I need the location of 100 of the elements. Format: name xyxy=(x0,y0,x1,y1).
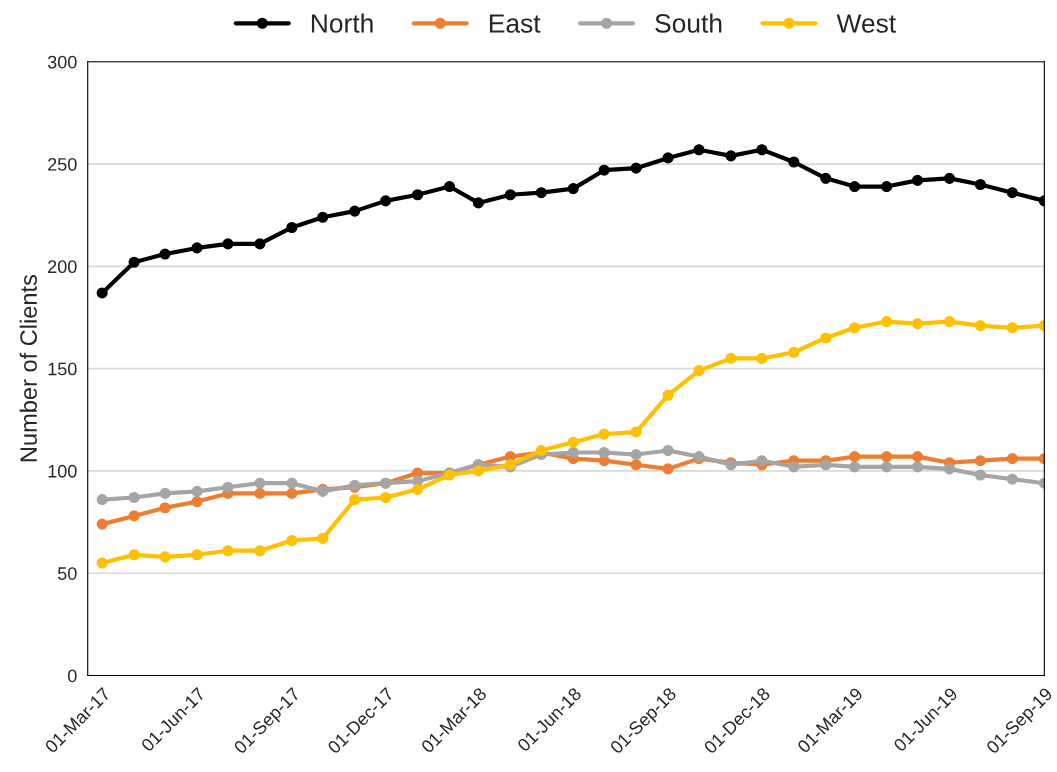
point xyxy=(222,545,234,557)
point xyxy=(943,463,956,475)
legend-label: East xyxy=(489,14,541,33)
point xyxy=(567,446,579,459)
point xyxy=(820,459,832,471)
point xyxy=(128,549,140,561)
point xyxy=(128,256,140,268)
point xyxy=(412,189,424,201)
point xyxy=(317,211,329,223)
point xyxy=(662,389,674,401)
point xyxy=(849,451,861,463)
point xyxy=(725,150,737,162)
point xyxy=(567,183,579,195)
y-tick-label: 300 xyxy=(47,55,77,69)
point xyxy=(191,549,203,561)
point xyxy=(443,180,456,193)
point xyxy=(96,494,108,506)
point xyxy=(349,205,361,217)
y-tick-label: 100 xyxy=(48,464,77,478)
point xyxy=(662,152,674,164)
point xyxy=(128,510,140,522)
point xyxy=(1006,473,1018,485)
point xyxy=(286,534,298,547)
point xyxy=(504,189,516,201)
point xyxy=(662,463,674,475)
point xyxy=(286,477,298,489)
point xyxy=(974,320,986,332)
point xyxy=(943,316,956,328)
point xyxy=(788,346,800,358)
point xyxy=(943,172,956,184)
point xyxy=(380,491,392,504)
point xyxy=(1006,453,1018,465)
point xyxy=(96,557,108,569)
point xyxy=(222,238,234,250)
point xyxy=(974,178,986,191)
y-tick-label: 50 xyxy=(57,567,77,580)
point xyxy=(254,487,266,499)
point xyxy=(911,318,924,330)
point xyxy=(412,483,424,495)
point xyxy=(881,451,893,463)
point xyxy=(567,436,579,448)
point xyxy=(254,545,266,557)
y-tick-label: 0 xyxy=(67,669,77,683)
point xyxy=(598,446,610,459)
point xyxy=(911,451,924,463)
point xyxy=(849,461,861,473)
point xyxy=(725,352,737,364)
legend-label: North xyxy=(311,13,373,33)
point xyxy=(881,461,893,473)
point xyxy=(128,491,140,504)
point xyxy=(598,428,610,440)
legend-label: South xyxy=(655,13,722,33)
point xyxy=(756,144,768,156)
point xyxy=(693,144,705,156)
point xyxy=(191,485,203,497)
point xyxy=(911,174,924,186)
point xyxy=(820,172,832,184)
point xyxy=(788,461,800,473)
point xyxy=(349,494,361,506)
point xyxy=(159,248,171,260)
point xyxy=(598,164,610,176)
y-tick-label: 200 xyxy=(48,260,77,274)
point xyxy=(159,502,171,514)
point xyxy=(756,455,768,467)
point xyxy=(756,352,768,364)
point xyxy=(472,465,484,477)
point xyxy=(881,180,893,193)
point xyxy=(630,448,642,461)
point xyxy=(1006,187,1018,199)
point xyxy=(191,496,203,508)
point xyxy=(222,481,234,493)
point xyxy=(974,469,986,481)
legend-label: West xyxy=(836,14,896,33)
point xyxy=(191,242,203,254)
point xyxy=(159,551,171,563)
point xyxy=(881,316,893,328)
point xyxy=(849,180,861,193)
point xyxy=(820,332,832,344)
point xyxy=(159,487,171,499)
point xyxy=(662,444,674,457)
point xyxy=(380,195,392,207)
y-tick-label: 150 xyxy=(48,362,77,376)
point xyxy=(254,238,266,250)
point xyxy=(535,187,547,199)
point xyxy=(630,459,642,471)
point xyxy=(788,156,800,168)
point xyxy=(286,487,298,499)
point xyxy=(96,287,108,299)
point xyxy=(96,518,108,530)
point xyxy=(472,197,484,209)
point xyxy=(911,461,924,473)
y-axis-title: Number of Clients xyxy=(19,275,37,462)
point xyxy=(849,322,861,334)
point xyxy=(254,477,266,489)
point xyxy=(317,532,329,544)
point xyxy=(630,426,642,438)
point xyxy=(630,162,642,174)
point xyxy=(693,365,705,377)
point xyxy=(974,455,986,467)
point xyxy=(286,221,298,234)
